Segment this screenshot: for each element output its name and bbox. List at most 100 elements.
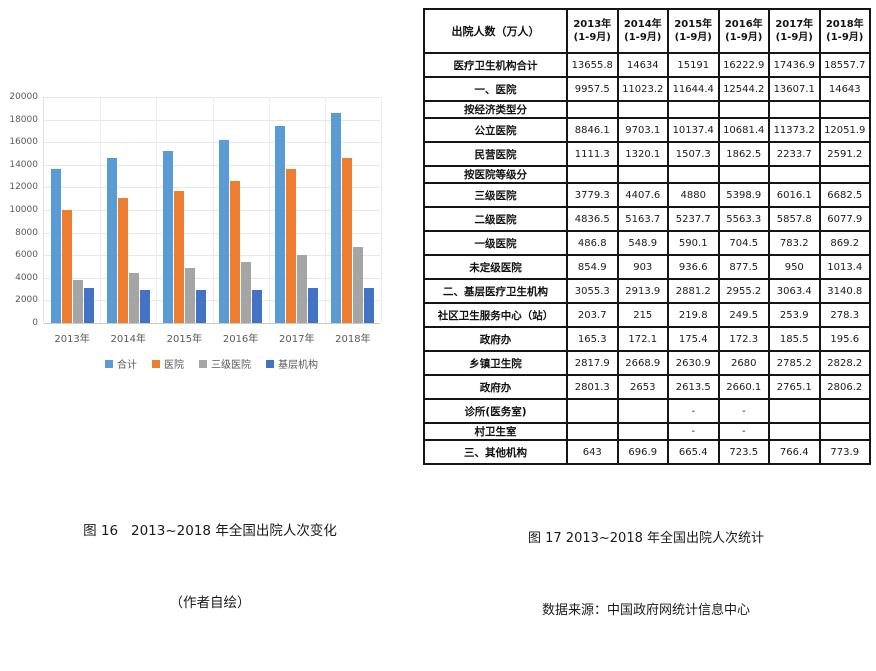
bar-三级医院-2015年 <box>184 268 195 323</box>
table-cell: 14634 <box>616 52 669 78</box>
table-row: 二、基层医疗卫生机构 3055.3 2913.9 2881.2 2955.2 3063.4… <box>423 278 871 304</box>
table-cell: 14643 <box>818 76 871 102</box>
table-cell: 696.9 <box>616 439 669 465</box>
table-cell: 15191 <box>667 52 720 78</box>
bar-三级医院-2013年 <box>72 280 83 323</box>
table-cell <box>768 422 821 441</box>
table-cell: 1111.3 <box>566 141 619 167</box>
table-cell: 2785.2 <box>768 350 821 376</box>
table-cell: 249.5 <box>717 302 770 328</box>
legend-swatch-icon <box>199 359 207 368</box>
bar-合计-2013年 <box>50 169 61 323</box>
table-cell <box>566 165 619 184</box>
x-gridline <box>100 97 102 323</box>
x-axis-tick-label: 2013年 <box>54 334 90 345</box>
legend-item-三级医院: 三级医院 <box>199 356 251 371</box>
y-gridline <box>44 277 380 279</box>
column-header-year: 2017年 <box>775 19 814 30</box>
bar-合计-2014年 <box>106 158 117 323</box>
table-cell: - <box>667 398 720 424</box>
y-gridline <box>44 232 380 234</box>
figure17-caption: 图 17 2013~2018 年全国出院人次统计 数据来源：中国政府网统计信息中… <box>423 479 869 671</box>
y-axis-tick-label: 14000 <box>9 159 38 170</box>
y-axis-tick-label: 20000 <box>9 92 38 102</box>
bar-医院-2016年 <box>230 181 241 323</box>
table-cell <box>717 165 770 184</box>
row-label: 村卫生室 <box>423 422 568 441</box>
row-label: 乡镇卫生院 <box>423 350 568 376</box>
table-cell: 278.3 <box>818 302 871 328</box>
table-cell: 172.1 <box>616 326 669 352</box>
y-gridline <box>44 323 380 324</box>
row-label: 二级医院 <box>423 206 568 232</box>
table-cell: 2806.2 <box>818 374 871 400</box>
bar-医院-2018年 <box>342 158 353 323</box>
table-cell: 854.9 <box>566 254 619 280</box>
table-cell: 590.1 <box>667 230 720 256</box>
table-cell: 11023.2 <box>616 76 669 102</box>
table-cell: 1013.4 <box>818 254 871 280</box>
table-cell: 2828.2 <box>818 350 871 376</box>
figure17-caption-title: 图 17 2013~2018 年全国出院人次统计 <box>528 531 764 546</box>
table-cell <box>768 398 821 424</box>
table-cell: 9957.5 <box>566 76 619 102</box>
table-cell: 10681.4 <box>717 117 770 143</box>
table-row: 三级医院 3779.3 4407.6 4880 5398.9 6016.1 6682.5 <box>423 182 871 208</box>
table-cell <box>717 100 770 119</box>
bar-基层机构-2016年 <box>252 290 263 323</box>
table-row: 一、医院 9957.5 11023.2 11644.4 12544.2 13607.1 14… <box>423 76 871 102</box>
table-cell: 6077.9 <box>818 206 871 232</box>
table-cell: 3779.3 <box>566 182 619 208</box>
x-gridline <box>156 97 158 323</box>
table-cell: 9703.1 <box>616 117 669 143</box>
bar-三级医院-2017年 <box>297 255 308 323</box>
table-cell: 172.3 <box>717 326 770 352</box>
table-cell <box>667 100 720 119</box>
table-cell: 195.6 <box>818 326 871 352</box>
table-cell: 11644.4 <box>667 76 720 102</box>
table-column-header: 2013年 (1-9月) <box>566 8 619 54</box>
table-corner-header: 出院人数（万人） <box>423 8 568 54</box>
figure17-caption-source: 数据来源：中国政府网统计信息中心 <box>541 603 750 618</box>
table-cell: 219.8 <box>667 302 720 328</box>
table-cell: 1320.1 <box>616 141 669 167</box>
table-cell: 766.4 <box>768 439 821 465</box>
table-cell <box>818 422 871 441</box>
row-label: 一、医院 <box>423 76 568 102</box>
legend-item-基层机构: 基层机构 <box>266 356 318 371</box>
y-gridline <box>44 142 380 144</box>
table-cell: 10137.4 <box>667 117 720 143</box>
table-cell: - <box>717 422 770 441</box>
table-cell: 4836.5 <box>566 206 619 232</box>
bar-合计-2016年 <box>219 140 230 323</box>
table-cell: 783.2 <box>768 230 821 256</box>
x-gridline <box>268 97 270 323</box>
table-cell: 5563.3 <box>717 206 770 232</box>
table-cell: 2913.9 <box>616 278 669 304</box>
table-cell: 2668.9 <box>616 350 669 376</box>
table-cell <box>566 422 619 441</box>
table-cell: 12051.9 <box>818 117 871 143</box>
table-cell: 11373.2 <box>768 117 821 143</box>
table-cell: 17436.9 <box>768 52 821 78</box>
bar-合计-2018年 <box>331 113 342 323</box>
table-cell: 548.9 <box>616 230 669 256</box>
table-cell: 203.7 <box>566 302 619 328</box>
y-axis-tick-label: 16000 <box>9 137 38 148</box>
table-row: 二级医院 4836.5 5163.7 5237.7 5563.3 5857.8 6077.9 <box>423 206 871 232</box>
table-column-header: 2018年 (1-9月) <box>818 8 871 54</box>
column-header-period: (1-9月) <box>775 32 813 43</box>
table-row: 未定级医院 854.9 903 936.6 877.5 950 1013.4 <box>423 254 871 280</box>
table-cell: 175.4 <box>667 326 720 352</box>
table-cell: 5237.7 <box>667 206 720 232</box>
x-axis-tick-label: 2017年 <box>279 334 315 345</box>
table-cell: - <box>717 398 770 424</box>
x-gridline <box>212 97 214 323</box>
table-cell: 723.5 <box>717 439 770 465</box>
legend-swatch-icon <box>105 359 113 368</box>
legend-label: 基层机构 <box>278 360 318 371</box>
table-cell: 936.6 <box>667 254 720 280</box>
row-label: 三、其他机构 <box>423 439 568 465</box>
table-row: 公立医院 8846.1 9703.1 10137.4 10681.4 11373.2 120… <box>423 117 871 143</box>
column-header-year: 2018年 <box>825 19 864 30</box>
